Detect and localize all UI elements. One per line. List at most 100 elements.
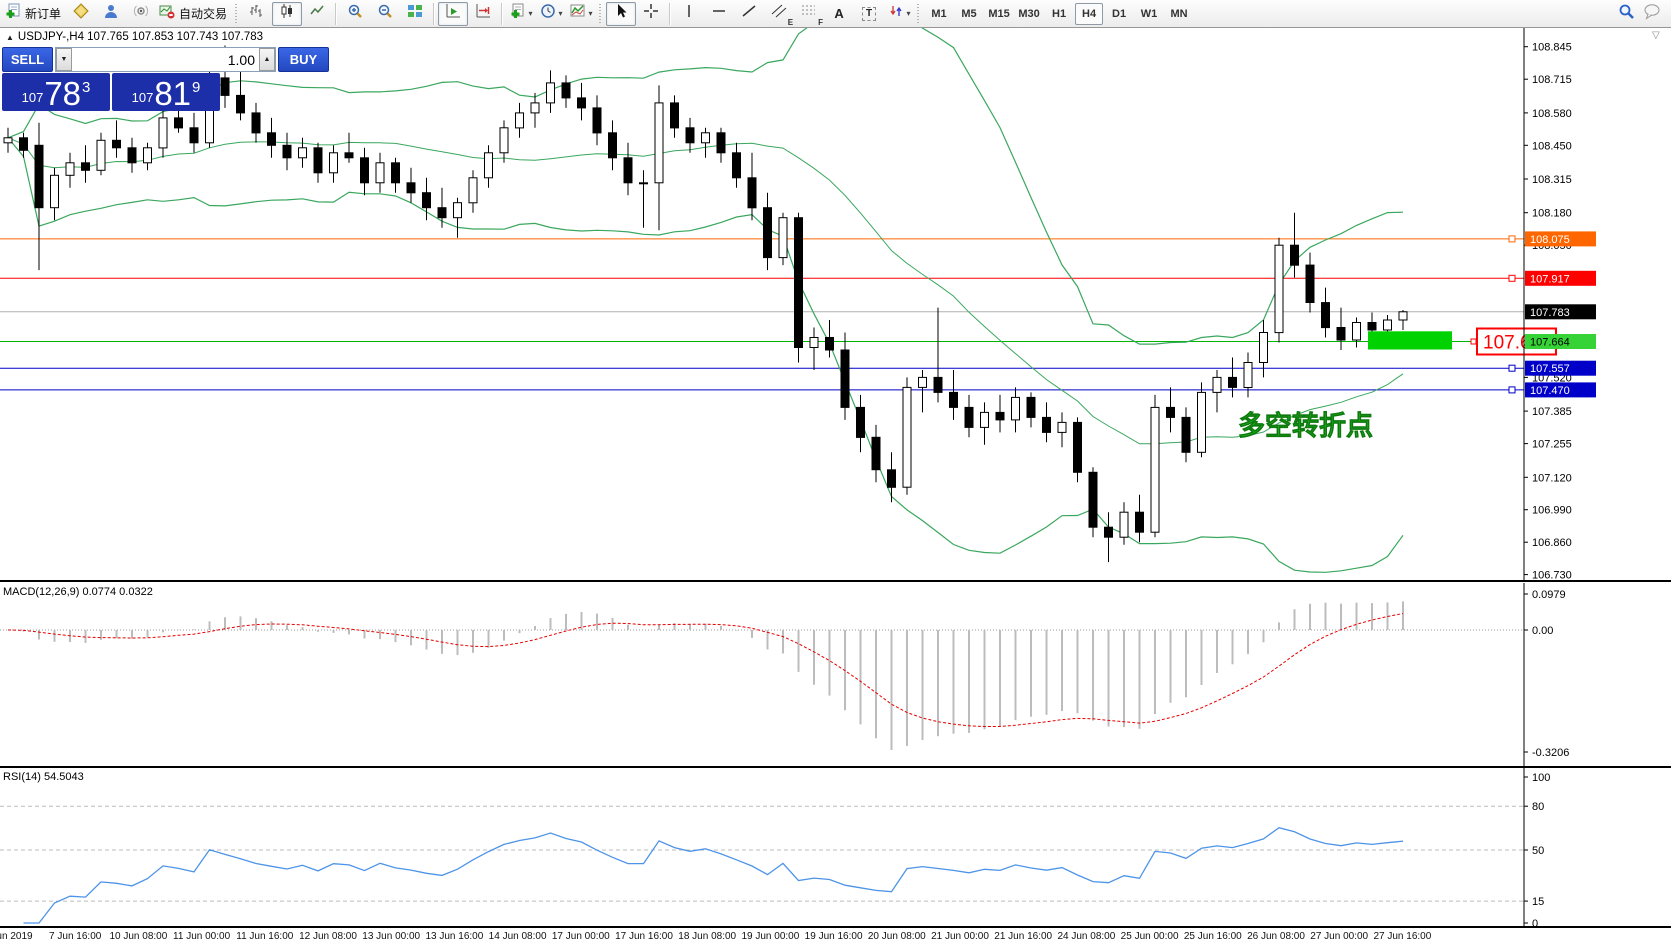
navigator-button[interactable] bbox=[126, 2, 156, 26]
sell-price-sup: 3 bbox=[82, 79, 91, 96]
time-label: 21 Jun 00:00 bbox=[931, 931, 989, 942]
time-label: 27 Jun 16:00 bbox=[1373, 931, 1432, 942]
chart-shift-button[interactable] bbox=[468, 2, 498, 26]
line-chart-icon bbox=[309, 3, 325, 24]
time-label: 17 Jun 16:00 bbox=[615, 931, 673, 942]
time-label: 19 Jun 16:00 bbox=[804, 931, 863, 942]
svg-text:108.580: 108.580 bbox=[1532, 108, 1572, 120]
candlestick-chart-button[interactable] bbox=[272, 1, 303, 26]
svg-text:15: 15 bbox=[1532, 896, 1544, 908]
volume-increase-button[interactable]: ▲ bbox=[259, 48, 275, 71]
chart-title[interactable]: ▲ USDJPY-,H4 107.765 107.853 107.743 107.… bbox=[6, 31, 263, 43]
svg-text:108.715: 108.715 bbox=[1532, 74, 1572, 86]
line-chart-button[interactable] bbox=[302, 2, 332, 26]
sell-price-big: 78 bbox=[44, 74, 82, 112]
crosshair-tool[interactable] bbox=[636, 2, 666, 26]
zoom-in-button[interactable] bbox=[340, 2, 370, 26]
arrows-tool-dropdown[interactable]: ▾ bbox=[884, 2, 914, 26]
toolbar-grip[interactable] bbox=[235, 3, 240, 24]
time-label: 18 Jun 08:00 bbox=[678, 931, 737, 942]
timeframe-button-m15[interactable]: M15 bbox=[988, 7, 1010, 20]
text-tool-icon: A bbox=[834, 6, 844, 21]
rsi-pane[interactable]: 100 80 50 15 0 bbox=[0, 768, 1671, 926]
caret-icon: ▾ bbox=[558, 9, 563, 18]
data-window-icon bbox=[103, 3, 119, 24]
svg-text:100: 100 bbox=[1532, 772, 1550, 784]
auto-scroll-button[interactable] bbox=[438, 1, 469, 26]
svg-text:108.315: 108.315 bbox=[1532, 174, 1572, 186]
profiles-dropdown[interactable]: ▾ bbox=[506, 2, 536, 26]
caret-icon: ▾ bbox=[906, 9, 911, 18]
new-order-button[interactable]: 新订单 bbox=[2, 2, 66, 26]
sell-price-display[interactable]: 107 78 3 bbox=[2, 73, 110, 111]
search-icon[interactable] bbox=[1618, 3, 1635, 25]
volume-input[interactable] bbox=[72, 48, 259, 71]
buy-price-display[interactable]: 107 81 9 bbox=[112, 73, 220, 111]
volume-decrease-button[interactable]: ▼ bbox=[56, 48, 72, 71]
chat-icon[interactable] bbox=[1643, 3, 1663, 25]
zoom-in-icon bbox=[347, 3, 363, 24]
market-watch-button[interactable] bbox=[66, 2, 96, 26]
toolbar-grip[interactable] bbox=[599, 3, 604, 24]
volume-stepper: ▼ ▲ bbox=[55, 47, 276, 72]
svg-text:106.990: 106.990 bbox=[1532, 505, 1572, 517]
text-label-tool[interactable]: T bbox=[854, 2, 884, 26]
vertical-line-tool[interactable] bbox=[674, 2, 704, 26]
toolbar-grip[interactable] bbox=[917, 3, 922, 24]
pane-separator[interactable] bbox=[0, 766, 1671, 768]
macd-indicator-label: MACD(12,26,9) 0.0774 0.0322 bbox=[3, 586, 153, 598]
channels-tool[interactable]: E bbox=[764, 2, 794, 27]
text-tool[interactable]: A bbox=[824, 2, 854, 26]
svg-text:107.664: 107.664 bbox=[1530, 337, 1570, 349]
data-window-button[interactable] bbox=[96, 2, 126, 26]
scroll-to-end-marker[interactable]: ▽ bbox=[1652, 30, 1660, 41]
fibonacci-icon bbox=[801, 3, 817, 24]
collapse-panel-icon[interactable]: ▲ bbox=[6, 33, 14, 42]
cursor-tool[interactable] bbox=[606, 1, 637, 26]
svg-text:106.860: 106.860 bbox=[1532, 537, 1572, 549]
timeframe-button-mn[interactable]: MN bbox=[1170, 7, 1188, 20]
time-label: 13 Jun 00:00 bbox=[362, 931, 421, 942]
fibonacci-tool[interactable]: F bbox=[794, 2, 824, 27]
text-label-icon: T bbox=[861, 6, 877, 21]
svg-text:80: 80 bbox=[1532, 801, 1544, 813]
svg-text:50: 50 bbox=[1532, 845, 1544, 857]
svg-text:107.385: 107.385 bbox=[1532, 406, 1572, 418]
arrows-icon bbox=[888, 3, 904, 24]
time-axis[interactable]: Jun 2019 7 Jun 16:00 10 Jun 08:00 11 Jun 00… bbox=[0, 928, 1671, 948]
timeframe-button-d1[interactable]: D1 bbox=[1112, 7, 1127, 20]
svg-text:107.120: 107.120 bbox=[1532, 472, 1572, 484]
macd-pane[interactable]: 0.0979 0.00 -0.3206 bbox=[0, 583, 1671, 766]
timeframe-button-m5[interactable]: M5 bbox=[961, 7, 977, 20]
trendline-tool[interactable] bbox=[734, 2, 764, 26]
channel-glyph: E bbox=[787, 17, 794, 27]
timeframe-button-h1[interactable]: H1 bbox=[1052, 7, 1067, 20]
timeframe-button-h4[interactable]: H4 bbox=[1075, 2, 1104, 25]
chart-shift-icon bbox=[475, 3, 491, 24]
sell-button[interactable]: SELL bbox=[2, 47, 53, 72]
svg-text:107.917: 107.917 bbox=[1530, 273, 1570, 285]
svg-text:106.730: 106.730 bbox=[1532, 570, 1572, 580]
zoom-out-button[interactable] bbox=[370, 2, 400, 26]
auto-trading-label: 自动交易 bbox=[179, 7, 228, 21]
time-label: 17 Jun 00:00 bbox=[551, 931, 610, 942]
pane-separator[interactable] bbox=[0, 580, 1671, 582]
buy-button[interactable]: BUY bbox=[278, 47, 329, 72]
indicators-dropdown[interactable]: ▾ bbox=[566, 2, 596, 26]
timeframe-button-m1[interactable]: M1 bbox=[931, 7, 947, 20]
timeframe-button-m30[interactable]: M30 bbox=[1018, 7, 1040, 20]
timeframe-button-w1[interactable]: W1 bbox=[1140, 7, 1158, 20]
tile-windows-button[interactable] bbox=[400, 2, 430, 26]
horizontal-line-tool[interactable] bbox=[704, 2, 734, 26]
time-label: 12 Jun 08:00 bbox=[299, 931, 357, 942]
main-chart-canvas[interactable]: 107.664 多空转折点 108.845 108.715 108.580 108.450… bbox=[0, 28, 1671, 580]
time-label: 26 Jun 08:00 bbox=[1247, 931, 1305, 942]
bar-chart-button[interactable] bbox=[242, 2, 272, 26]
period-dropdown[interactable]: ▾ bbox=[536, 2, 566, 26]
auto-trading-button[interactable]: 自动交易 bbox=[156, 2, 232, 26]
sell-price-prefix: 107 bbox=[21, 90, 44, 105]
svg-text:0: 0 bbox=[1532, 918, 1538, 926]
clock-icon bbox=[540, 3, 556, 24]
time-label: 19 Jun 00:00 bbox=[741, 931, 800, 942]
